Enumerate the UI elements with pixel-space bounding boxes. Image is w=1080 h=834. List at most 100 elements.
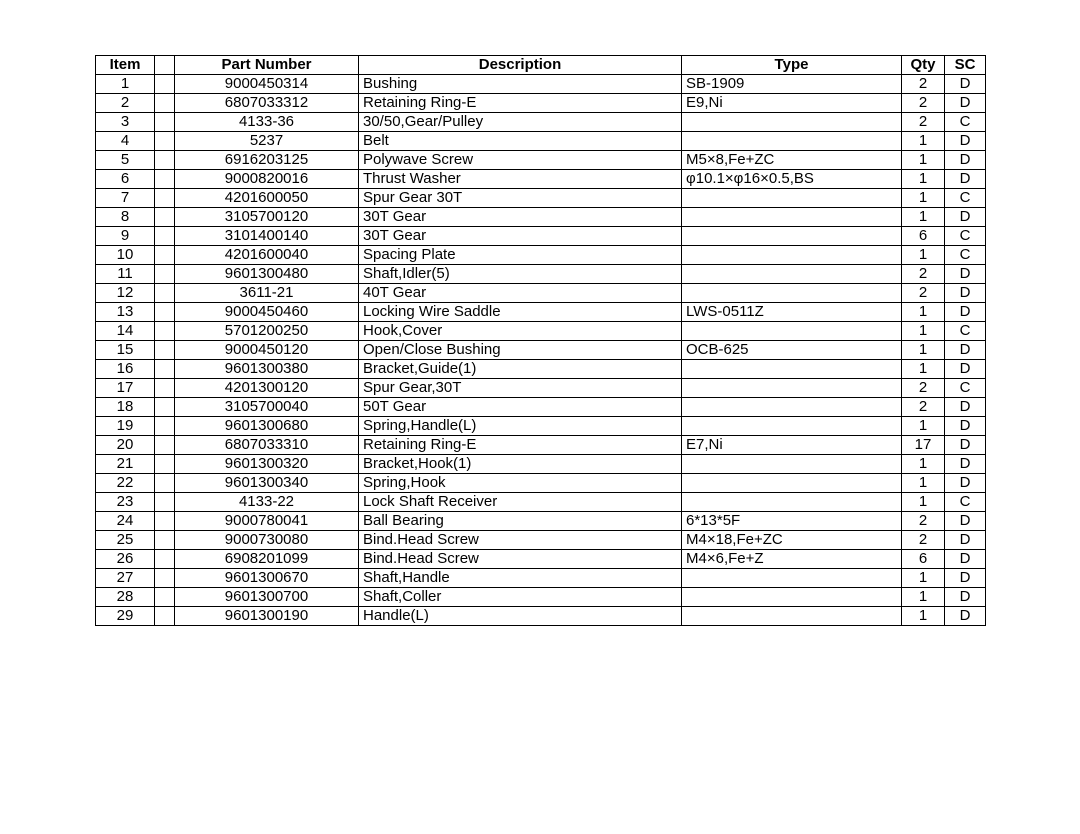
table-row: 56916203125Polywave ScrewM5×8,Fe+ZC1D (96, 151, 986, 170)
table-row: 145701200250Hook,Cover1C (96, 322, 986, 341)
cell-description: Shaft,Coller (359, 588, 682, 607)
cell-qty: 1 (902, 588, 945, 607)
header-type: Type (682, 56, 902, 75)
cell-qty: 2 (902, 113, 945, 132)
cell-qty: 1 (902, 417, 945, 436)
cell-sc: C (945, 113, 986, 132)
cell-qty: 6 (902, 227, 945, 246)
cell-type (682, 455, 902, 474)
cell-spacer (155, 398, 175, 417)
table-row: 34133-3630/50,Gear/Pulley2C (96, 113, 986, 132)
cell-qty: 2 (902, 379, 945, 398)
table-row: 199601300680Spring,Handle(L)1D (96, 417, 986, 436)
cell-description: Retaining Ring-E (359, 94, 682, 113)
table-row: 45237Belt1D (96, 132, 986, 151)
table-row: 219601300320Bracket,Hook(1)1D (96, 455, 986, 474)
cell-sc: D (945, 132, 986, 151)
cell-qty: 1 (902, 132, 945, 151)
cell-partnumber: 4201300120 (175, 379, 359, 398)
cell-sc: D (945, 436, 986, 455)
cell-type (682, 360, 902, 379)
table-row: 299601300190Handle(L)1D (96, 607, 986, 626)
cell-type (682, 588, 902, 607)
cell-type (682, 569, 902, 588)
cell-item: 12 (96, 284, 155, 303)
cell-partnumber: 6916203125 (175, 151, 359, 170)
cell-qty: 6 (902, 550, 945, 569)
cell-partnumber: 3105700120 (175, 208, 359, 227)
cell-item: 15 (96, 341, 155, 360)
cell-partnumber: 6807033312 (175, 94, 359, 113)
cell-partnumber: 9000450460 (175, 303, 359, 322)
header-spacer (155, 56, 175, 75)
cell-spacer (155, 455, 175, 474)
cell-partnumber: 9601300700 (175, 588, 359, 607)
table-row: 249000780041Ball Bearing6*13*5F2D (96, 512, 986, 531)
cell-description: 30T Gear (359, 208, 682, 227)
cell-partnumber: 9601300670 (175, 569, 359, 588)
cell-sc: D (945, 75, 986, 94)
cell-description: Hook,Cover (359, 322, 682, 341)
table-row: 18310570004050T Gear2D (96, 398, 986, 417)
header-sc: SC (945, 56, 986, 75)
cell-item: 28 (96, 588, 155, 607)
cell-partnumber: 3105700040 (175, 398, 359, 417)
table-row: 279601300670Shaft,Handle1D (96, 569, 986, 588)
table-row: 74201600050Spur Gear 30T1C (96, 189, 986, 208)
cell-spacer (155, 607, 175, 626)
cell-type (682, 284, 902, 303)
cell-sc: D (945, 94, 986, 113)
table-row: 159000450120Open/Close BushingOCB-6251D (96, 341, 986, 360)
cell-type: SB-1909 (682, 75, 902, 94)
cell-spacer (155, 189, 175, 208)
cell-partnumber: 9601300380 (175, 360, 359, 379)
cell-type (682, 208, 902, 227)
cell-qty: 1 (902, 246, 945, 265)
cell-item: 13 (96, 303, 155, 322)
table-row: 169601300380Bracket,Guide(1)1D (96, 360, 986, 379)
cell-description: 30/50,Gear/Pulley (359, 113, 682, 132)
cell-qty: 2 (902, 531, 945, 550)
header-row: Item Part Number Description Type Qty SC (96, 56, 986, 75)
cell-spacer (155, 493, 175, 512)
header-description: Description (359, 56, 682, 75)
cell-item: 8 (96, 208, 155, 227)
cell-spacer (155, 379, 175, 398)
cell-item: 18 (96, 398, 155, 417)
cell-partnumber: 9601300190 (175, 607, 359, 626)
cell-type (682, 265, 902, 284)
cell-description: Bind.Head Screw (359, 550, 682, 569)
cell-type (682, 227, 902, 246)
cell-item: 1 (96, 75, 155, 94)
cell-spacer (155, 132, 175, 151)
cell-item: 5 (96, 151, 155, 170)
cell-spacer (155, 569, 175, 588)
cell-sc: D (945, 398, 986, 417)
cell-item: 27 (96, 569, 155, 588)
table-row: 69000820016Thrust Washerφ10.1×φ16×0.5,BS… (96, 170, 986, 189)
cell-qty: 2 (902, 75, 945, 94)
cell-qty: 1 (902, 170, 945, 189)
cell-spacer (155, 341, 175, 360)
cell-partnumber: 4133-36 (175, 113, 359, 132)
cell-item: 21 (96, 455, 155, 474)
cell-qty: 1 (902, 360, 945, 379)
cell-sc: D (945, 607, 986, 626)
cell-type: E7,Ni (682, 436, 902, 455)
table-row: 19000450314BushingSB-19092D (96, 75, 986, 94)
cell-qty: 1 (902, 455, 945, 474)
cell-sc: D (945, 360, 986, 379)
cell-sc: D (945, 303, 986, 322)
cell-spacer (155, 246, 175, 265)
cell-description: Shaft,Handle (359, 569, 682, 588)
cell-item: 14 (96, 322, 155, 341)
cell-partnumber: 9000450120 (175, 341, 359, 360)
cell-partnumber: 5237 (175, 132, 359, 151)
cell-type (682, 189, 902, 208)
cell-description: Lock Shaft Receiver (359, 493, 682, 512)
cell-item: 9 (96, 227, 155, 246)
table-row: 259000730080Bind.Head ScrewM4×18,Fe+ZC2D (96, 531, 986, 550)
table-row: 119601300480Shaft,Idler(5)2D (96, 265, 986, 284)
cell-item: 7 (96, 189, 155, 208)
cell-sc: C (945, 322, 986, 341)
